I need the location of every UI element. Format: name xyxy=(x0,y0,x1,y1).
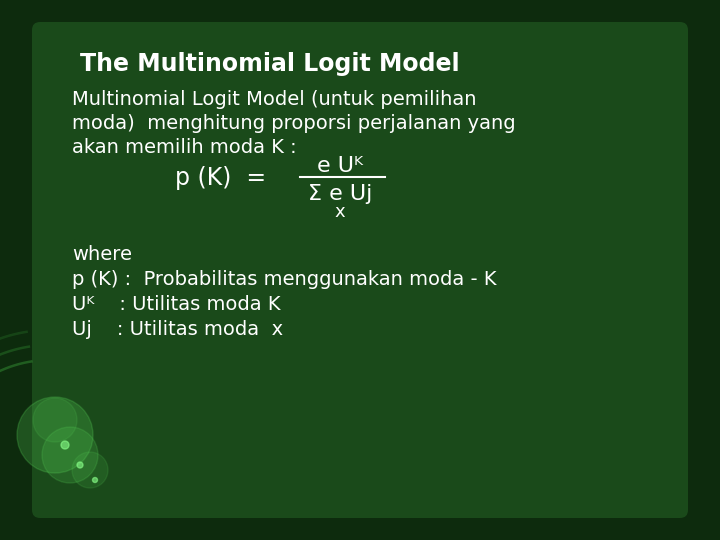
Text: Uᴷ    : Utilitas moda K: Uᴷ : Utilitas moda K xyxy=(72,295,281,314)
Text: Uϳ    : Utilitas moda  x: Uϳ : Utilitas moda x xyxy=(72,320,283,339)
Circle shape xyxy=(61,441,69,449)
Circle shape xyxy=(33,398,77,442)
Text: e Uᴷ: e Uᴷ xyxy=(317,156,363,176)
Text: p (K) :  Probabilitas menggunakan moda - K: p (K) : Probabilitas menggunakan moda - … xyxy=(72,270,497,289)
Circle shape xyxy=(72,452,108,488)
Text: The Multinomial Logit Model: The Multinomial Logit Model xyxy=(80,52,459,76)
Text: moda)  menghitung proporsi perjalanan yang: moda) menghitung proporsi perjalanan yan… xyxy=(72,114,516,133)
Circle shape xyxy=(17,397,93,473)
Text: akan memilih moda K :: akan memilih moda K : xyxy=(72,138,297,157)
Text: Multinomial Logit Model (untuk pemilihan: Multinomial Logit Model (untuk pemilihan xyxy=(72,90,477,109)
Text: x: x xyxy=(335,203,346,221)
Circle shape xyxy=(77,462,83,468)
FancyBboxPatch shape xyxy=(32,22,688,518)
Text: p (K)  =: p (K) = xyxy=(175,166,266,190)
Circle shape xyxy=(42,427,98,483)
Text: where: where xyxy=(72,245,132,264)
Circle shape xyxy=(92,477,97,483)
Text: Σ e Uϳ: Σ e Uϳ xyxy=(308,184,372,204)
